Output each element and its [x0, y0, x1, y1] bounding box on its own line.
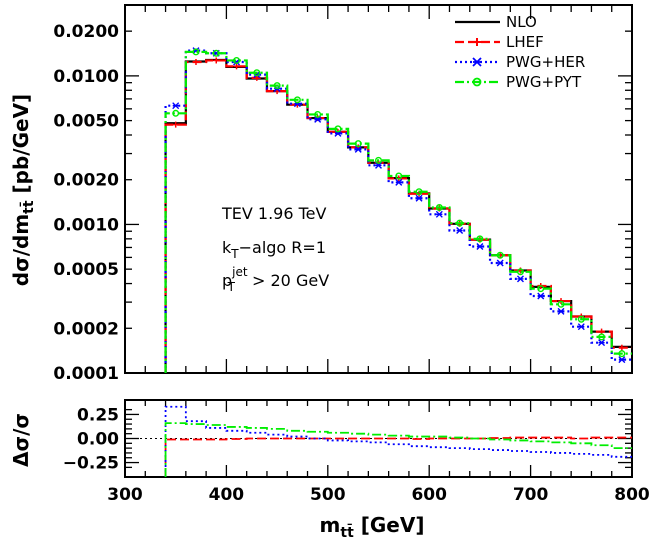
main-plot-frame — [124, 4, 633, 374]
legend-label: LHEF — [506, 33, 544, 51]
legend-item-pwg-pyt: PWG+PYT — [455, 73, 582, 91]
data-point-pwg-pyt — [557, 300, 565, 308]
series-lhef-line — [164, 59, 632, 373]
x-tick-labels: 300 400 500 600 700 800 — [107, 485, 650, 505]
data-point-pwg-pyt — [314, 110, 322, 118]
data-point-lhef — [172, 121, 179, 128]
data-point-pwg-pyt — [415, 188, 423, 196]
legend-item-lhef: LHEF — [455, 33, 544, 51]
ratio-plot-y-tick-labels: 0.25 0.00 −0.25 — [63, 405, 119, 473]
data-point-pwg-pyt — [212, 49, 220, 57]
ratio-y-tick-label: 0.00 — [77, 430, 119, 450]
data-point-pwg-pyt — [375, 156, 383, 164]
x-tick-label: 400 — [209, 485, 245, 505]
x-tick-label: 800 — [614, 485, 650, 505]
data-point-pwg-pyt — [537, 285, 545, 293]
main-plot-series — [164, 47, 632, 373]
legend: NLO LHEF PWG+HER PWG+PYT — [455, 13, 585, 91]
data-point-pwg-pyt — [273, 82, 281, 90]
annotation-energy: TEV 1.96 TeV — [221, 204, 327, 223]
data-point-pwg-her — [172, 102, 180, 110]
data-point-pwg-pyt — [618, 350, 626, 358]
y-tick-label: 0.0100 — [53, 67, 119, 87]
main-y-axis-label: dσ/dmtt̄ [pb/GeV] — [9, 94, 37, 286]
ratio-y-axis-label: Δσ/σ — [9, 413, 33, 467]
y-tick-label: 0.0050 — [53, 112, 119, 132]
ratio-series-pwg-pyt-line — [164, 422, 632, 477]
data-point-lhef — [213, 57, 220, 64]
ratio-plot-panel: 0.25 0.00 −0.25 300 400 500 600 700 800 — [63, 399, 650, 505]
data-point-pwg-pyt — [354, 140, 362, 148]
data-point-pwg-pyt — [496, 251, 504, 259]
data-point-pwg-pyt — [192, 48, 200, 56]
data-point-pwg-pyt — [435, 204, 443, 212]
data-point-pwg-her — [618, 356, 626, 364]
data-point-pwg-her — [476, 243, 484, 251]
annotation-jet-cut: pjet T > 20 GeV — [222, 265, 329, 294]
data-point-pwg-pyt — [334, 125, 342, 133]
ratio-plot-series — [125, 405, 632, 477]
data-point-pwg-pyt — [516, 268, 524, 276]
data-point-pwg-her — [577, 323, 585, 331]
y-tick-label: 0.0200 — [53, 22, 119, 42]
y-tick-label: 0.0020 — [53, 171, 119, 191]
main-plot-y-tick-labels: 0.0200 0.0100 0.0050 0.0020 0.0010 0.0005 0.00… — [53, 22, 119, 384]
data-point-pwg-her — [537, 292, 545, 300]
ratio-series-lhef-line — [164, 436, 632, 477]
x-tick-label: 600 — [411, 485, 447, 505]
x-tick-label: 500 — [310, 485, 346, 505]
y-tick-label: 0.0002 — [53, 319, 119, 339]
x-tick-label: 300 — [107, 485, 143, 505]
legend-label: PWG+PYT — [506, 73, 582, 91]
ratio-y-tick-label: 0.25 — [77, 405, 119, 425]
data-point-pwg-her — [375, 161, 382, 169]
data-point-pwg-her — [557, 307, 565, 315]
data-point-pwg-pyt — [395, 172, 403, 180]
data-point-pwg-pyt — [577, 315, 585, 323]
data-point-pwg-pyt — [253, 69, 261, 77]
data-point-pwg-her — [415, 194, 423, 202]
legend-item-pwg-her: PWG+HER — [455, 53, 585, 71]
legend-item-nlo: NLO — [455, 13, 537, 31]
main-plot-ticks — [124, 4, 633, 374]
data-point-pwg-pyt — [598, 333, 606, 341]
data-point-pwg-pyt — [456, 219, 464, 227]
data-point-pwg-pyt — [172, 109, 180, 117]
data-point-lhef — [233, 63, 240, 70]
legend-label: NLO — [506, 13, 537, 31]
data-point-pwg-her — [516, 275, 524, 283]
ratio-y-tick-label: −0.25 — [63, 454, 119, 474]
data-point-pwg-her — [354, 145, 362, 153]
data-point-pwg-her — [496, 259, 504, 267]
data-point-pwg-pyt — [233, 56, 241, 64]
main-plot-panel: 0.0200 0.0100 0.0050 0.0020 0.0010 0.0005 0.00… — [53, 4, 633, 384]
data-point-pwg-pyt — [293, 96, 301, 104]
annotation-block: TEV 1.96 TeV kT−algo R=1 pjet T > 20 GeV — [221, 204, 329, 294]
x-tick-label: 700 — [513, 485, 549, 505]
data-point-pwg-pyt — [476, 235, 484, 243]
data-point-lhef — [192, 59, 199, 66]
data-point-pwg-her — [435, 210, 443, 218]
ratio-series-pwg-her-line — [164, 405, 632, 477]
y-tick-label: 0.0005 — [53, 260, 119, 280]
y-tick-label: 0.0010 — [53, 215, 119, 235]
data-point-pwg-her — [395, 178, 403, 186]
annotation-algorithm: kT−algo R=1 — [222, 238, 326, 261]
data-point-pwg-her — [598, 339, 606, 347]
data-point-pwg-her — [456, 227, 464, 235]
data-point-lhef — [618, 344, 625, 351]
x-axis-label: mtt̄ [GeV] — [320, 513, 425, 541]
legend-label: PWG+HER — [506, 53, 585, 71]
y-tick-label: 0.0001 — [53, 364, 119, 384]
